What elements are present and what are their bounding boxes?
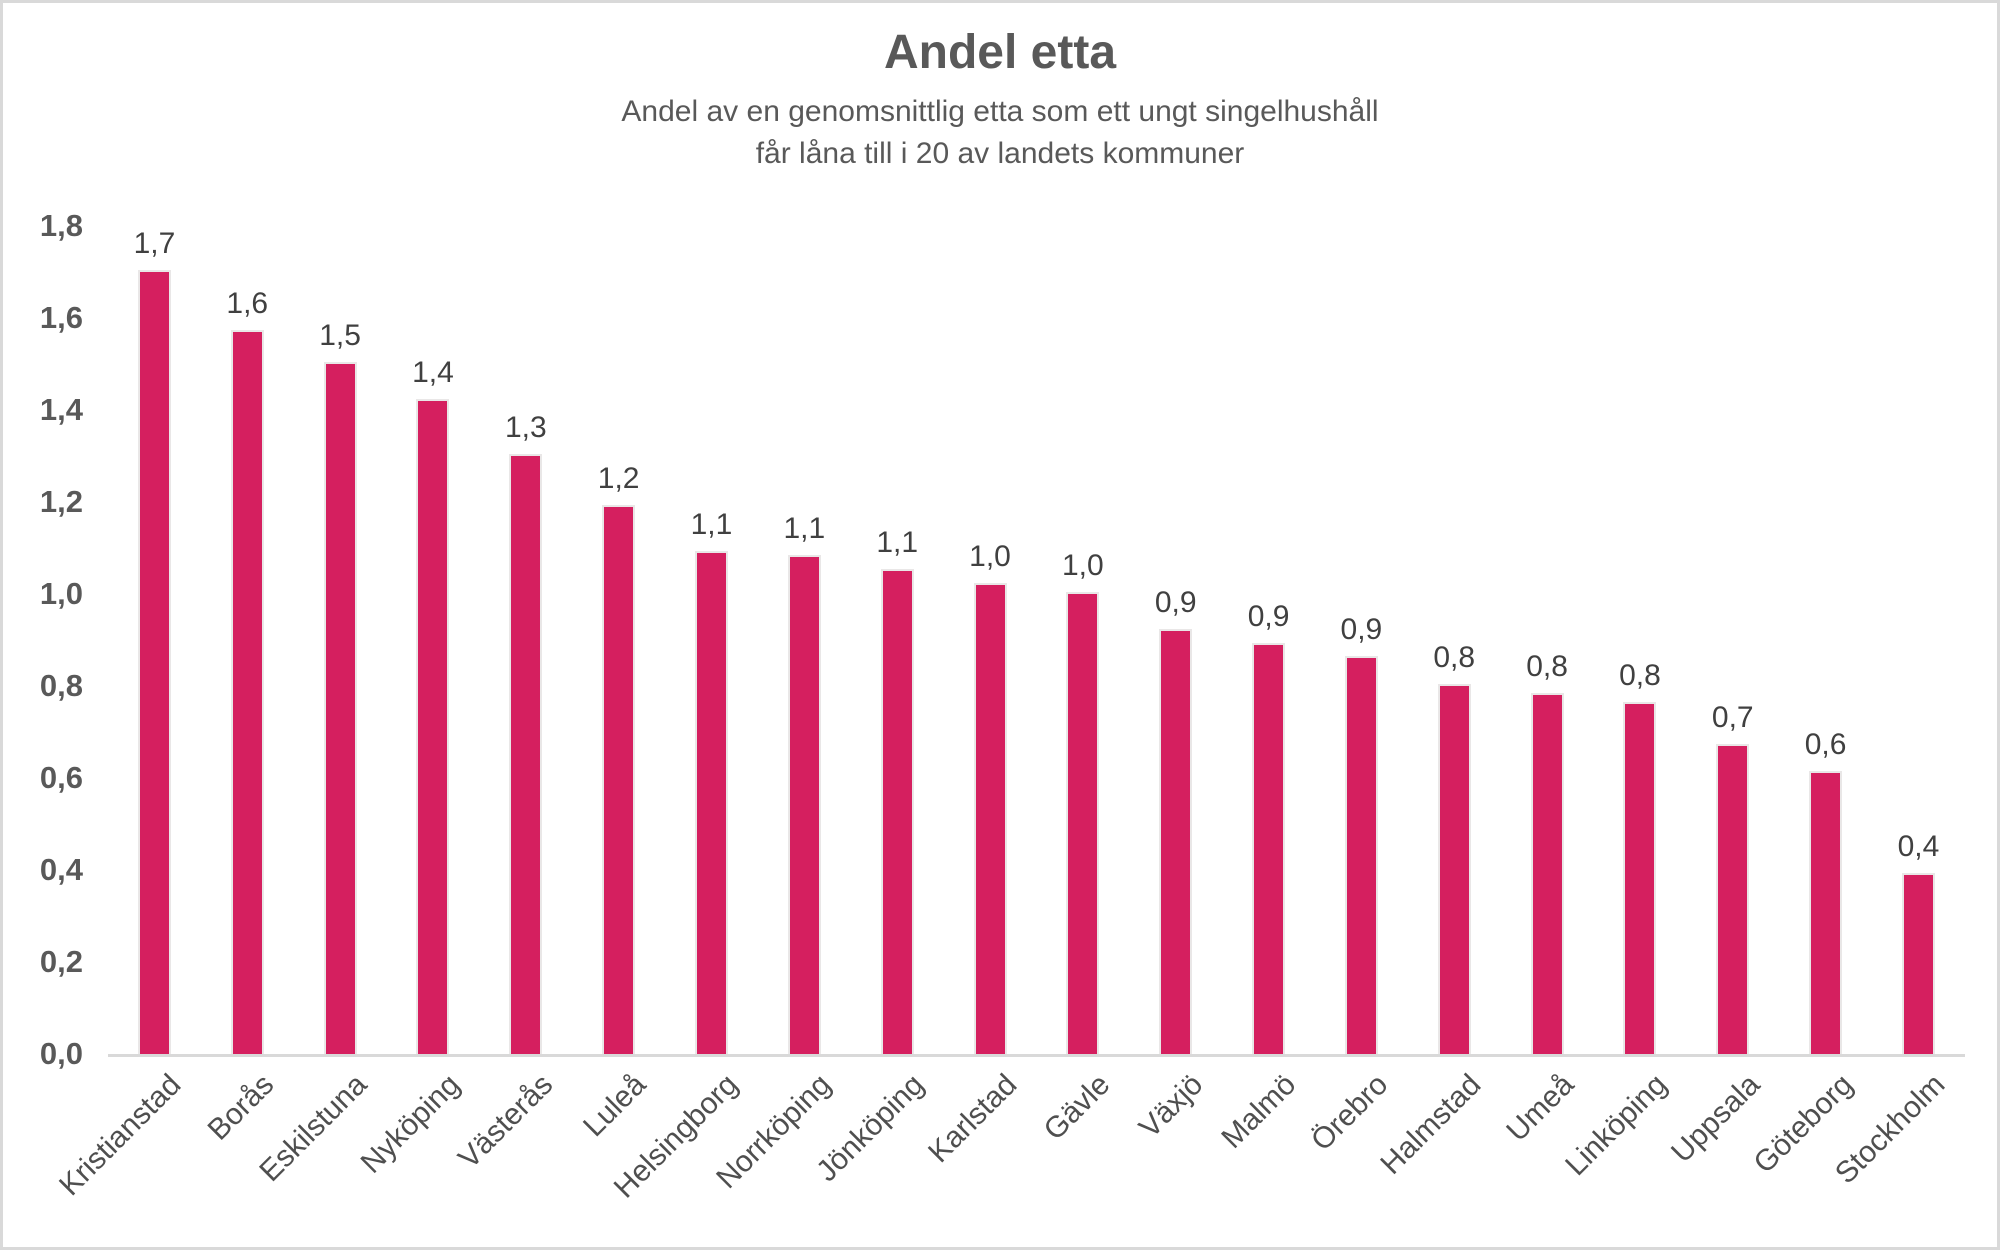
y-axis-tick-label: 1,6 <box>39 300 83 335</box>
bar-karlstad <box>973 582 1007 1054</box>
bar-linköping <box>1623 702 1657 1054</box>
bar-value-label: 1,5 <box>319 319 361 352</box>
x-axis-category-label: Kristianstad <box>53 1068 188 1203</box>
bar-luleå <box>602 504 636 1054</box>
bar-value-label: 0,7 <box>1711 700 1754 734</box>
bar-nyköping <box>416 398 450 1054</box>
bar-slot: 0,9 Malmö <box>1215 226 1315 1155</box>
bar-slot: 0,7 Uppsala <box>1665 226 1779 1169</box>
bar-value-label: 0,8 <box>1526 650 1568 684</box>
bar-slot: 0,8 Halmstad <box>1375 226 1501 1181</box>
y-axis-tick-label: 1,4 <box>39 392 83 427</box>
bar-value-label: 0,4 <box>1897 829 1940 863</box>
bar-slot: 1,5 Eskilstuna <box>253 226 387 1188</box>
bar-value-label: 1,0 <box>1062 549 1104 582</box>
bar-value-label: 0,9 <box>1154 585 1197 619</box>
y-axis-tick-label: 0,0 <box>39 1036 83 1071</box>
bar-value-label: 1,2 <box>597 461 640 495</box>
chart-subtitle-line1: Andel av en genomsnittlig etta som ett u… <box>621 95 1379 128</box>
bar-slot: 1,0 Karlstad <box>922 226 1037 1169</box>
bar-slot: 1,1 Helsingborg <box>608 226 758 1205</box>
bar-norrköping <box>787 555 821 1054</box>
bar-borås <box>230 329 264 1054</box>
bar-slot: 1,2 Luleå <box>572 226 665 1144</box>
bar-slot: 1,7 Kristianstad <box>54 226 201 1202</box>
bar-göteborg <box>1809 771 1843 1054</box>
bar-value-label: 1,0 <box>969 539 1011 573</box>
bar-value-label: 1,1 <box>690 507 733 541</box>
bar-växjö <box>1159 628 1193 1054</box>
bar-value-label: 1,7 <box>133 227 176 260</box>
bar-slot: 0,6 Göteborg <box>1747 226 1872 1179</box>
bar-slot: 0,8 Linköping <box>1559 226 1687 1182</box>
bar-eskilstuna <box>323 362 357 1054</box>
bar-malmö <box>1252 642 1286 1054</box>
bar-kristianstad <box>137 270 171 1054</box>
bar-helsingborg <box>694 550 728 1054</box>
chart-subtitle: Andel av en genomsnittlig etta som ett u… <box>3 91 1997 175</box>
bar-örebro <box>1344 656 1378 1054</box>
y-axis: 0,0 0,2 0,4 0,6 0,8 1,0 1,2 1,4 1,6 1,8 <box>3 208 83 1071</box>
bar-slot: 0,9 Växjö <box>1129 226 1222 1145</box>
chart-subtitle-line2: får låna till i 20 av landets kommuner <box>755 137 1245 170</box>
bar-slot: 1,0 Gävle <box>1036 226 1129 1147</box>
plot-area: 1,7 Kristianstad 1,6 Borås 1,5 Eskilstuna 1,4 N… <box>54 226 1965 1205</box>
bar-slot: 1,3 Västerås <box>452 226 572 1175</box>
y-axis-tick-label: 0,4 <box>39 852 83 887</box>
bar-value-label: 1,4 <box>412 355 454 389</box>
bar-slot: 0,8 Umeå <box>1500 226 1594 1148</box>
bar-value-label: 0,9 <box>1340 613 1383 647</box>
bar-slot: 0,4 Stockholm <box>1829 226 1965 1191</box>
bar-slot: 1,6 Borås <box>201 226 294 1147</box>
chart-title: Andel etta <box>883 26 1117 79</box>
y-axis-tick-label: 1,0 <box>39 576 83 611</box>
bar-uppsala <box>1716 743 1750 1054</box>
bar-value-label: 0,6 <box>1804 728 1847 762</box>
bar-value-label: 1,6 <box>226 286 269 320</box>
y-axis-tick-label: 1,2 <box>39 484 83 519</box>
bar-slot: 0,9 Örebro <box>1305 226 1408 1157</box>
bar-halmstad <box>1437 684 1471 1054</box>
bar-value-label: 1,1 <box>876 526 919 559</box>
bar-value-label: 0,9 <box>1247 599 1290 633</box>
bar-gävle <box>1066 592 1100 1054</box>
y-axis-tick-label: 0,8 <box>39 668 83 703</box>
bar-value-label: 1,1 <box>783 512 826 546</box>
bar-value-label: 0,8 <box>1433 641 1476 674</box>
bar-value-label: 1,3 <box>504 411 547 444</box>
y-axis-tick-label: 0,6 <box>39 760 83 795</box>
bar-jönköping <box>880 569 914 1054</box>
bar-stockholm <box>1901 872 1935 1054</box>
bar-value-label: 0,8 <box>1619 659 1661 693</box>
y-axis-tick-label: 1,8 <box>39 208 83 243</box>
y-axis-tick-label: 0,2 <box>39 944 83 979</box>
bar-slot: 1,4 Nyköping <box>355 226 480 1180</box>
bar-slot: 1,1 Jönköping <box>810 226 944 1188</box>
bar-umeå <box>1530 693 1564 1054</box>
bar-slot: 1,1 Norrköping <box>711 226 851 1195</box>
bar-västerås <box>509 454 543 1054</box>
